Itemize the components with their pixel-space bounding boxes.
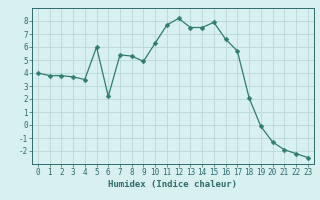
X-axis label: Humidex (Indice chaleur): Humidex (Indice chaleur) [108, 180, 237, 189]
